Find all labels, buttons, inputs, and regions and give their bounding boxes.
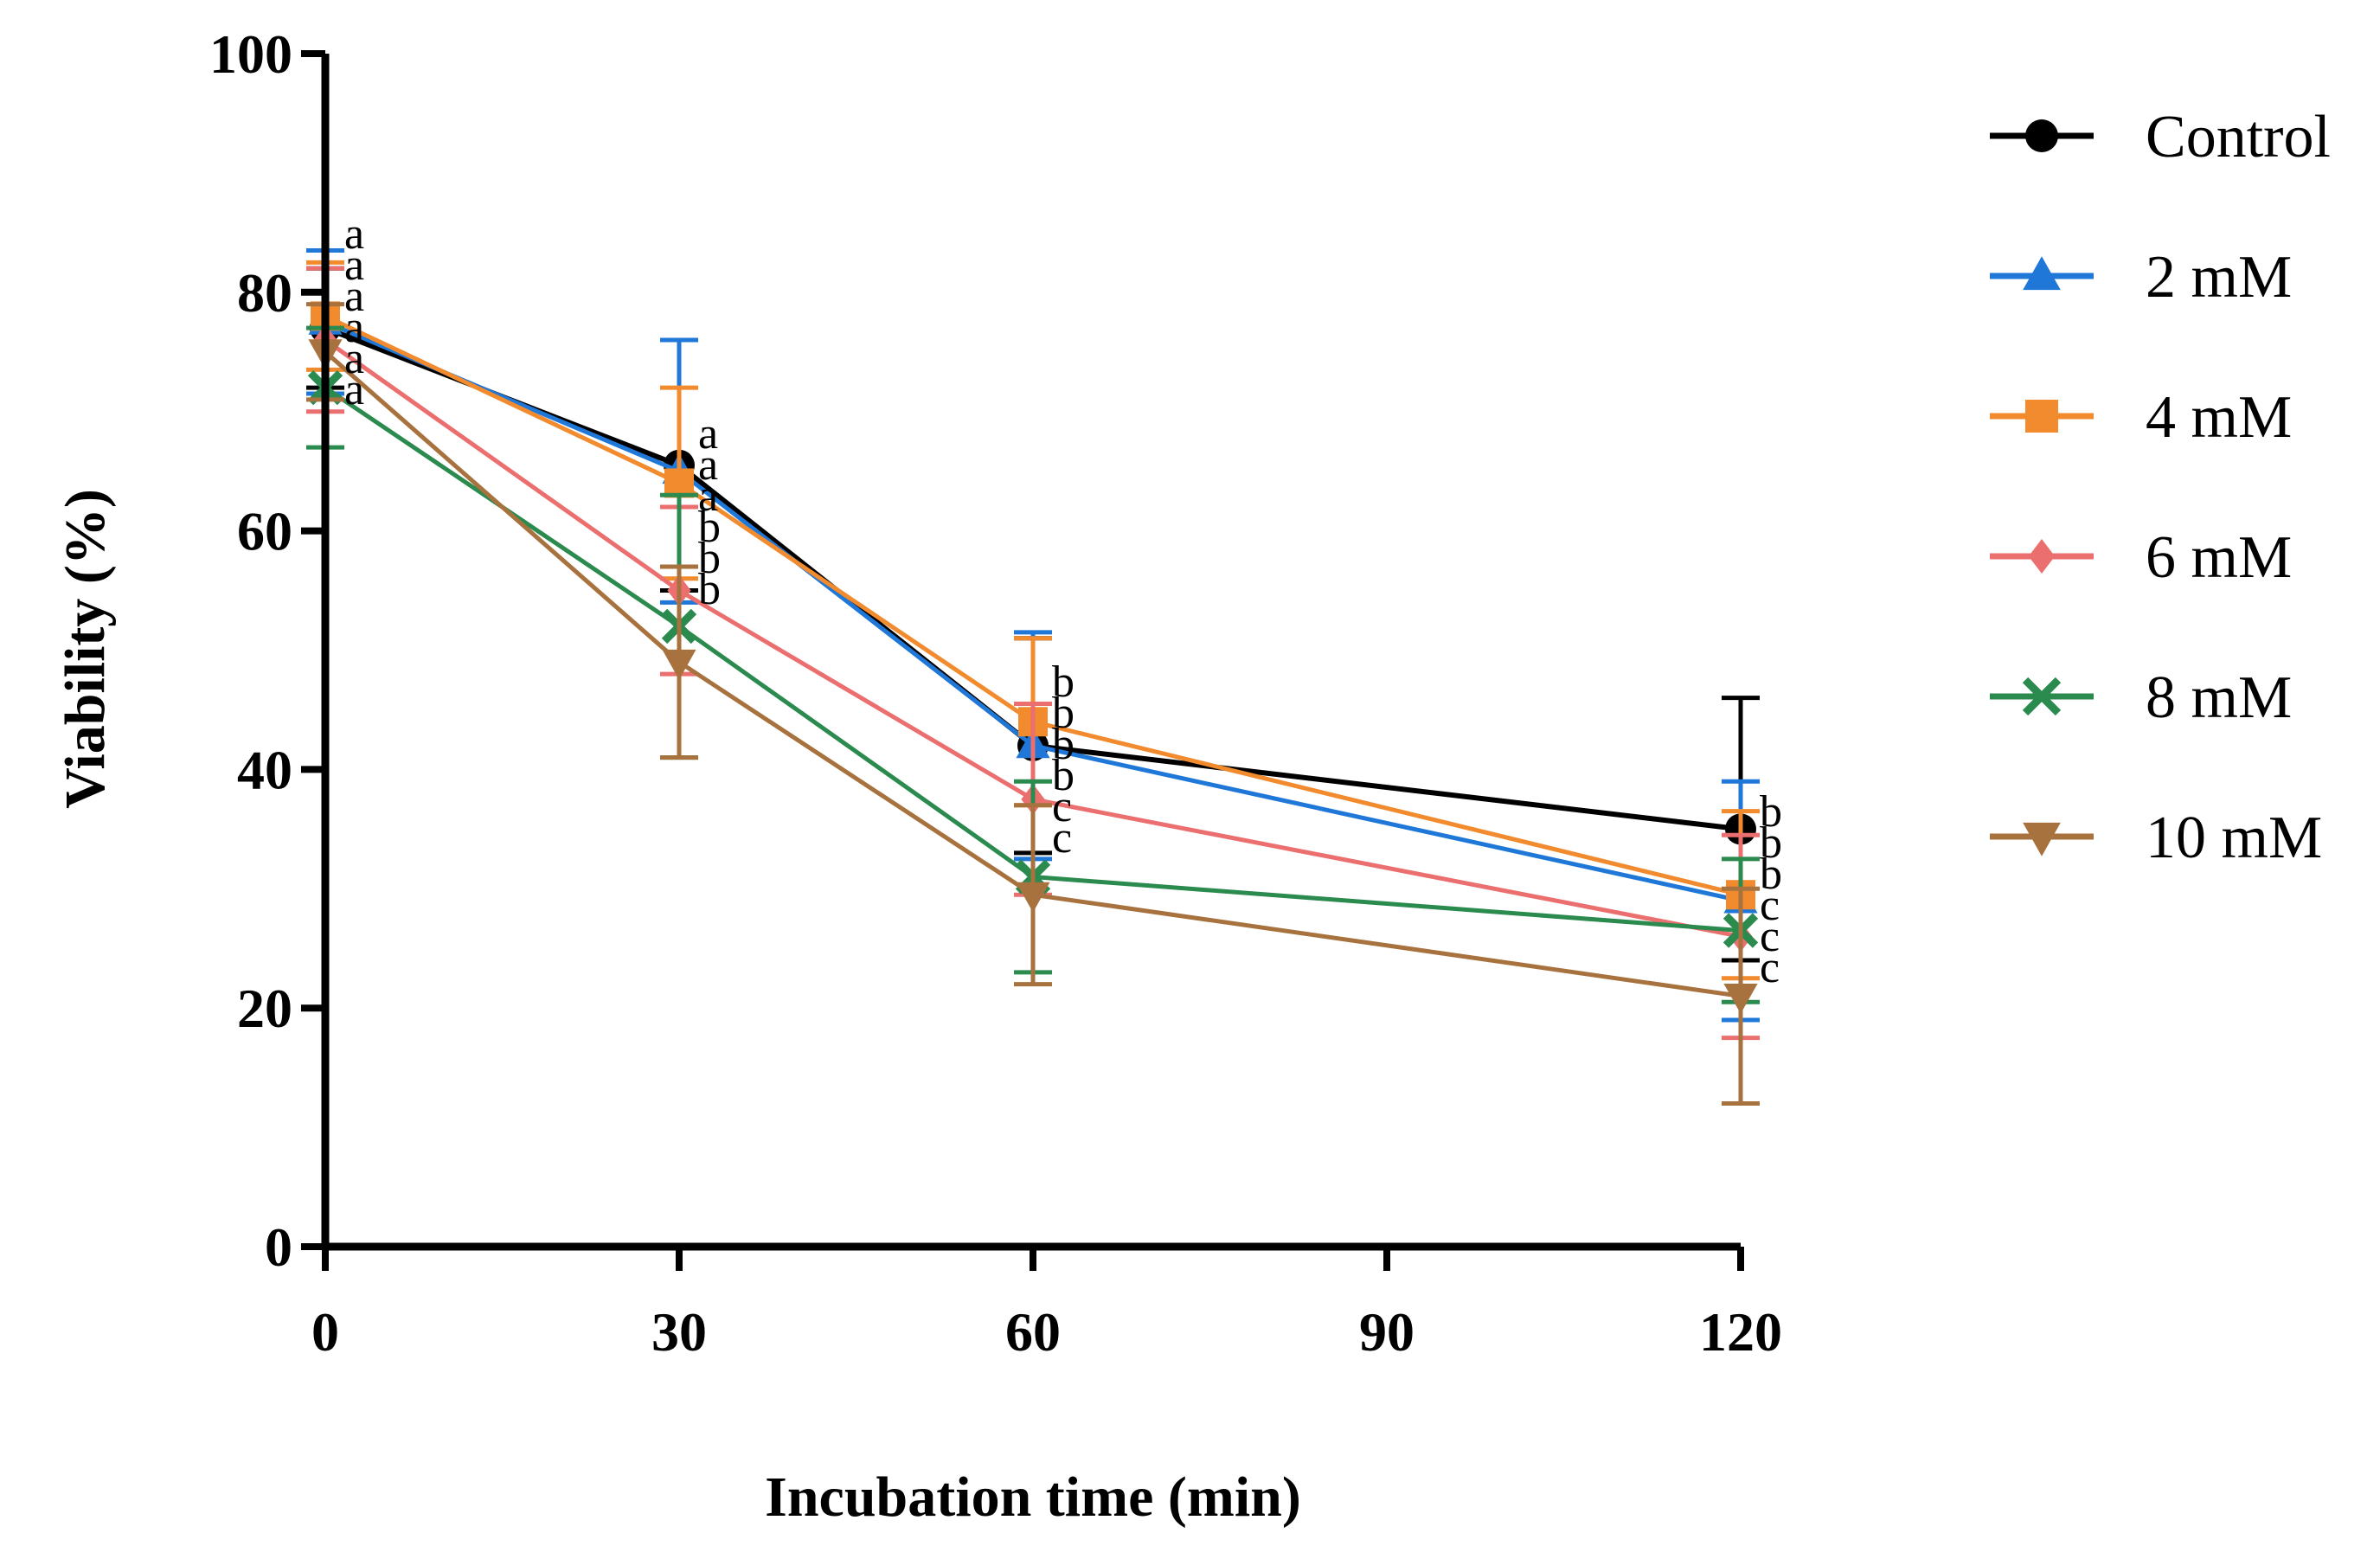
x-tick-label: 0 bbox=[311, 1301, 339, 1363]
x-ticks: 0 30 60 90 120 bbox=[311, 1247, 1782, 1363]
significance-label: a bbox=[344, 334, 364, 383]
series-line bbox=[324, 314, 1742, 897]
significance-label: a bbox=[698, 409, 718, 459]
significance-label: a bbox=[344, 303, 364, 352]
legend-item: 6 mM bbox=[1990, 524, 2292, 591]
legend-marker bbox=[2022, 677, 2062, 716]
legend-item: 10 mM bbox=[1990, 805, 2322, 871]
significance-label: a bbox=[344, 272, 364, 321]
legend-marker bbox=[2025, 119, 2058, 152]
x-axis-title: Incubation time (min) bbox=[765, 1466, 1301, 1529]
y-tick-label: 60 bbox=[237, 501, 292, 562]
x-tick-label: 120 bbox=[1699, 1301, 1782, 1363]
series-line bbox=[324, 319, 1742, 903]
legend-item: Control bbox=[1990, 104, 2331, 170]
x-tick-label: 30 bbox=[651, 1301, 707, 1363]
significance-label: b bbox=[1052, 751, 1075, 800]
significance-label: c bbox=[1760, 943, 1780, 992]
legend-item: 2 mM bbox=[1990, 244, 2292, 311]
legend-label: 2 mM bbox=[2146, 244, 2292, 311]
legend-label: 6 mM bbox=[2146, 524, 2292, 591]
x-tick-label: 60 bbox=[1005, 1301, 1061, 1363]
legend-item: 4 mM bbox=[1990, 384, 2292, 451]
series-line bbox=[324, 337, 1742, 939]
legend-label: 4 mM bbox=[2146, 384, 2292, 451]
legend-marker bbox=[2028, 539, 2056, 574]
significance-label: b bbox=[1052, 658, 1075, 707]
significance-label: c bbox=[1052, 782, 1072, 831]
significance-label: a bbox=[698, 471, 718, 521]
axes: 0 20 40 60 80 100 0 30 60 90 120 bbox=[209, 23, 1782, 1363]
legend: Control 2 mM 4 mM 6 mM 8 mM 10 mM bbox=[1990, 104, 2331, 871]
legend-label: 10 mM bbox=[2146, 805, 2322, 871]
significance-label: b bbox=[1760, 850, 1782, 899]
legend-label: 8 mM bbox=[2146, 664, 2292, 731]
y-tick-label: 100 bbox=[209, 23, 292, 85]
significance-label: b bbox=[698, 534, 721, 583]
significance-label: c bbox=[1760, 881, 1780, 930]
y-tick-label: 0 bbox=[265, 1216, 292, 1278]
significance-label: a bbox=[344, 365, 364, 414]
significance-label: c bbox=[1052, 813, 1072, 863]
data-point bbox=[1016, 882, 1050, 913]
significance-label: a bbox=[344, 241, 364, 290]
legend-item: 8 mM bbox=[1990, 664, 2292, 731]
significance-label: b bbox=[1052, 720, 1075, 769]
series-line bbox=[324, 350, 1742, 998]
legend-marker bbox=[2023, 256, 2061, 291]
significance-label: a bbox=[698, 440, 718, 490]
significance-label: b bbox=[1760, 818, 1782, 868]
legend-marker bbox=[2023, 822, 2061, 856]
x-tick-label: 90 bbox=[1359, 1301, 1415, 1363]
data-point bbox=[662, 649, 696, 680]
significance-label: a bbox=[344, 209, 364, 259]
legend-label: Control bbox=[2146, 104, 2331, 170]
legend-marker bbox=[2025, 400, 2058, 433]
significance-label: b bbox=[698, 565, 721, 614]
significance-label: b bbox=[1760, 787, 1782, 837]
significance-label: b bbox=[1052, 689, 1075, 738]
y-tick-label: 40 bbox=[237, 739, 292, 800]
significance-label: b bbox=[698, 503, 721, 552]
y-ticks: 0 20 40 60 80 100 bbox=[209, 23, 325, 1278]
y-tick-label: 20 bbox=[237, 978, 292, 1039]
significance-label: c bbox=[1760, 912, 1780, 961]
data-point bbox=[1723, 983, 1758, 1014]
y-tick-label: 80 bbox=[237, 262, 292, 324]
y-axis-title: Viability (%) bbox=[54, 489, 117, 809]
